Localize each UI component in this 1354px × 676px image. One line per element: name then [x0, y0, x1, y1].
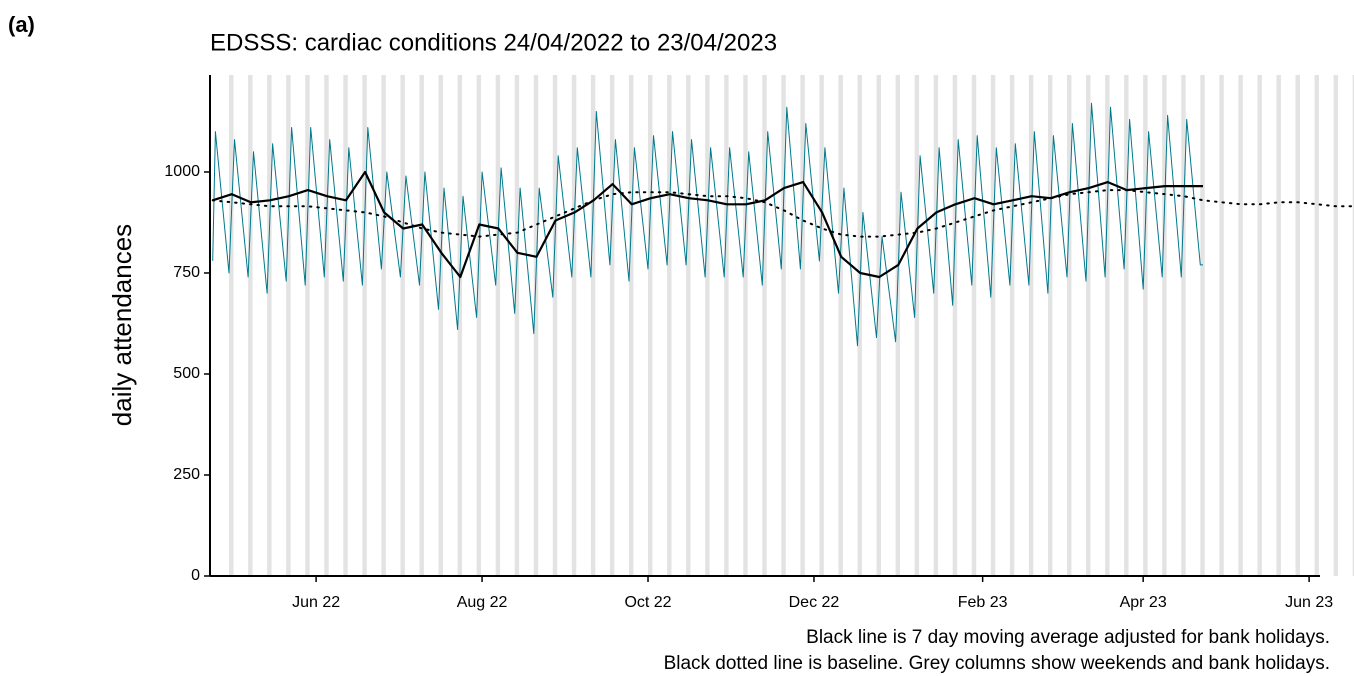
y-tick-label: 1000	[164, 163, 200, 180]
weekend-column	[571, 75, 577, 576]
weekend-column	[628, 75, 634, 576]
x-tick-label: Apr 23	[1120, 594, 1167, 611]
weekend-column	[1066, 75, 1072, 576]
series-line	[212, 102, 1203, 347]
weekend-column	[1086, 75, 1091, 576]
series-line	[212, 170, 1203, 279]
weekend-column	[1143, 75, 1148, 576]
weekend-column	[1257, 75, 1262, 576]
x-tick-label: Aug 22	[457, 594, 508, 611]
weekend-column	[1276, 75, 1281, 576]
weekend-column	[229, 75, 234, 576]
weekend-column	[819, 75, 824, 576]
y-tick-label: 0	[191, 567, 200, 584]
weekend-column	[743, 75, 748, 576]
weekend-column	[248, 75, 253, 576]
weekend-column	[457, 75, 463, 576]
weekend-column	[724, 75, 729, 576]
weekend-column	[324, 75, 329, 576]
weekend-column	[1200, 75, 1205, 576]
weekend-columns	[229, 75, 1354, 576]
x-tick-label: Feb 23	[958, 594, 1008, 611]
weekend-column	[933, 75, 939, 576]
weekend-column	[362, 75, 367, 576]
weekend-column	[1105, 75, 1110, 576]
weekend-column	[1219, 75, 1224, 576]
annotation: Black dotted line is baseline. Grey colu…	[664, 653, 1330, 674]
y-tick-label: 500	[173, 365, 200, 382]
weekend-column	[781, 75, 786, 576]
weekend-column	[381, 75, 386, 576]
x-tick-label: Jun 22	[292, 594, 340, 611]
weekend-column	[438, 75, 443, 576]
weekend-column	[914, 75, 920, 576]
weekend-column	[609, 75, 615, 576]
weekend-column	[419, 75, 424, 576]
weekend-column	[1162, 75, 1167, 576]
weekend-column	[495, 75, 501, 576]
weekend-column	[476, 75, 482, 576]
weekend-column	[1124, 75, 1129, 576]
panel-label: (a)	[8, 12, 35, 37]
weekend-column	[895, 75, 901, 576]
weekend-column	[686, 75, 691, 576]
weekend-column	[1238, 75, 1243, 576]
weekend-column	[552, 75, 558, 576]
weekend-column	[876, 75, 881, 576]
weekend-column	[990, 75, 996, 576]
weekend-column	[400, 75, 405, 576]
weekend-column	[590, 75, 596, 576]
weekend-column	[1028, 75, 1034, 576]
weekend-column	[267, 75, 272, 576]
x-tick-label: Dec 22	[789, 594, 840, 611]
weekend-column	[533, 75, 539, 576]
weekend-column	[343, 75, 348, 576]
weekend-column	[514, 75, 520, 576]
annotation: Black line is 7 day moving average adjus…	[806, 627, 1330, 648]
weekend-column	[1333, 75, 1339, 576]
weekend-column	[800, 75, 805, 576]
weekend-column	[1181, 75, 1186, 576]
weekend-column	[1009, 75, 1015, 576]
weekend-column	[971, 75, 977, 576]
weekend-column	[667, 75, 672, 576]
weekend-column	[305, 75, 310, 576]
weekend-column	[1295, 75, 1300, 576]
y-axis-label: daily attendances	[107, 224, 137, 426]
weekend-column	[648, 75, 653, 576]
x-tick-label: Jun 23	[1285, 594, 1333, 611]
weekend-column	[286, 75, 291, 576]
x-tick-label: Oct 22	[624, 594, 671, 611]
y-tick-label: 250	[173, 466, 200, 483]
weekend-column	[1352, 75, 1354, 576]
chart-title: EDSSS: cardiac conditions 24/04/2022 to …	[210, 29, 777, 56]
weekend-column	[857, 75, 862, 576]
y-tick-label: 750	[173, 264, 200, 281]
weekend-column	[838, 75, 843, 576]
series-line	[211, 189, 1354, 238]
weekend-column	[952, 75, 958, 576]
weekend-column	[1314, 75, 1319, 576]
weekend-column	[705, 75, 710, 576]
weekend-column	[762, 75, 767, 576]
weekend-column	[1047, 75, 1053, 576]
